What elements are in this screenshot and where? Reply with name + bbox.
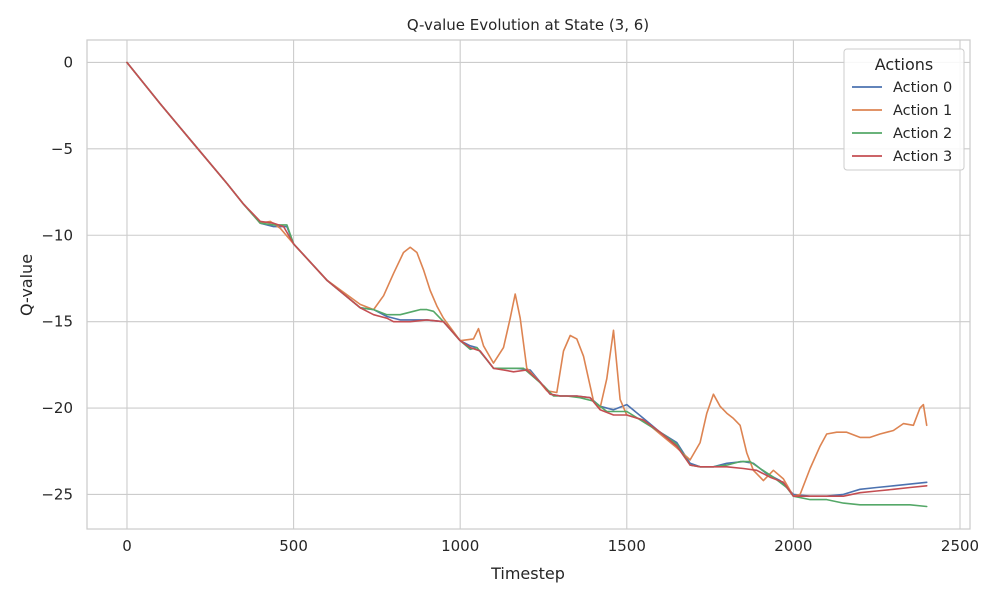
legend-entry: Action 0: [893, 80, 952, 96]
y-tick-label: 0: [63, 53, 73, 71]
legend-title: Actions: [875, 55, 933, 74]
y-tick-label: −15: [41, 313, 73, 331]
y-tick-label: −5: [51, 140, 73, 158]
chart-title: Q-value Evolution at State (3, 6): [407, 16, 649, 34]
series-layer: [126, 61, 928, 508]
x-axis-label: Timestep: [490, 564, 565, 583]
legend-entry: Action 3: [893, 149, 952, 165]
x-tick-label: 1000: [441, 537, 479, 555]
y-tick-label: −25: [41, 485, 73, 503]
legend-entry: Action 2: [893, 126, 952, 142]
y-axis-label: Q-value: [17, 254, 36, 316]
x-tick-label: 2500: [941, 537, 979, 555]
legend: Actions Action 0 Action 1 Action 2 Action 3: [843, 48, 965, 171]
plot-area: [86, 39, 971, 530]
y-tick-label: −20: [41, 399, 73, 417]
x-tick-label: 0: [122, 537, 132, 555]
series-line-action-3: [126, 61, 928, 498]
y-tick-label: −10: [41, 226, 73, 244]
x-tick-labels: 0 500 1000 1500 2000 2500: [122, 537, 979, 555]
x-tick-label: 2000: [774, 537, 812, 555]
x-tick-label: 1500: [608, 537, 646, 555]
y-tick-labels: 0 −5 −10 −15 −20 −25: [41, 53, 73, 503]
legend-entry: Action 1: [893, 103, 952, 119]
x-tick-label: 500: [279, 537, 308, 555]
legend-box: [843, 48, 965, 171]
